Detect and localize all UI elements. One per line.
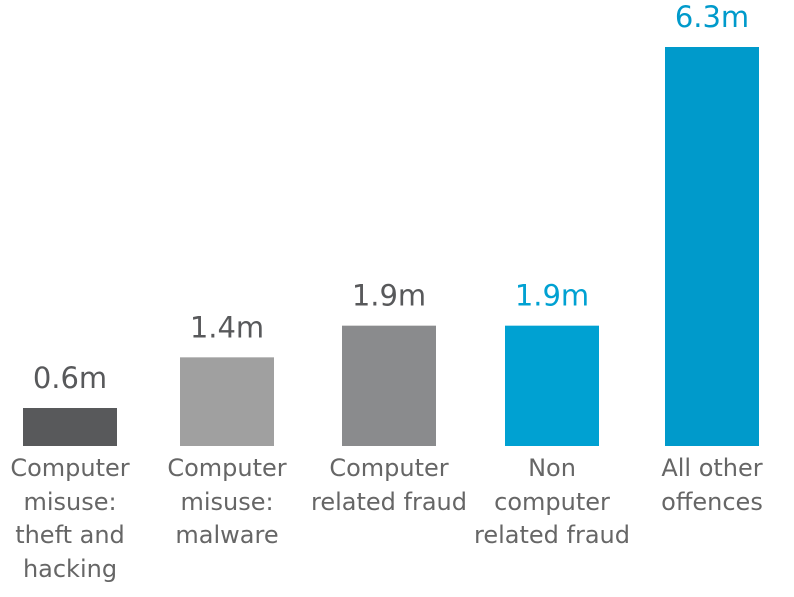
bar-1 <box>23 408 117 446</box>
data-label-3: 1.9m <box>352 279 426 313</box>
category-label-2: Computer misuse: malware <box>167 454 287 549</box>
category-label-5: All other offences <box>661 454 763 516</box>
bar-5 <box>665 47 759 446</box>
data-label-2: 1.4m <box>190 310 264 344</box>
bar-4 <box>505 325 599 446</box>
data-label-1: 0.6m <box>33 361 107 395</box>
category-label-4: Non computer related fraud <box>474 454 630 549</box>
bar-3 <box>342 325 436 446</box>
bar-2 <box>180 357 274 446</box>
category-label-1: Computer misuse: theft and hacking <box>10 454 130 583</box>
data-label-4: 1.9m <box>515 279 589 313</box>
category-label-3: Computer related fraud <box>311 454 467 516</box>
data-label-5: 6.3m <box>675 0 749 34</box>
